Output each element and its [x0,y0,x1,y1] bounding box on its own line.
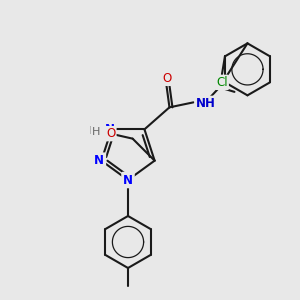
Text: H: H [89,126,97,136]
Text: H: H [92,127,100,137]
Text: O: O [106,127,115,140]
Text: Cl: Cl [216,76,228,89]
Text: N: N [123,173,133,187]
Text: NH: NH [196,97,215,110]
Text: N: N [104,123,115,136]
Text: N: N [94,154,104,167]
Text: O: O [163,72,172,85]
